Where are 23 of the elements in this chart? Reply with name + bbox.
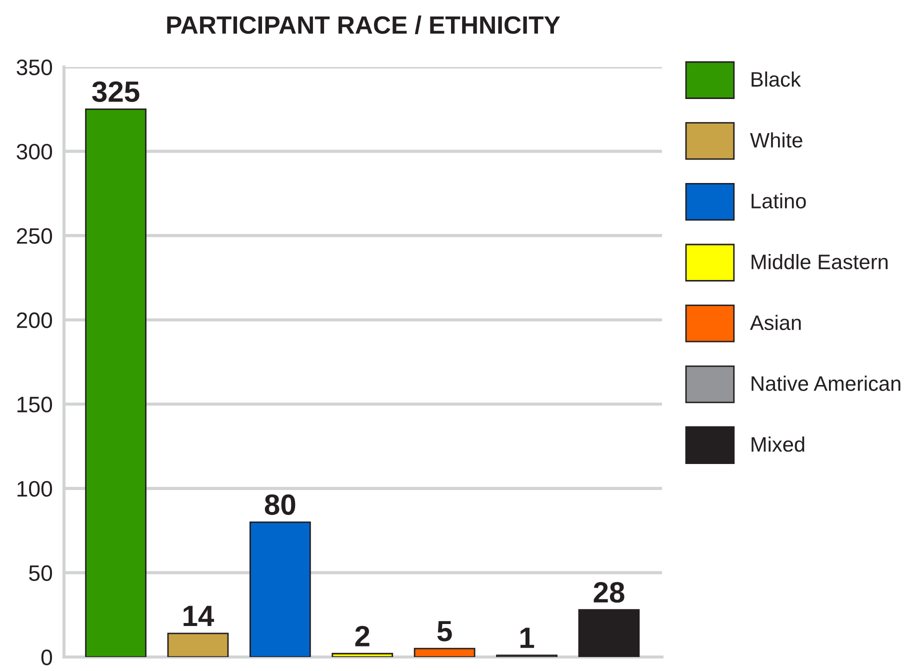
data-label: 2 [355,626,370,646]
chart-title: PARTICIPANT RACE / ETHNICITY [167,16,560,34]
y-tick-label: 50 [29,565,52,581]
y-tick-label: 100 [18,480,52,497]
data-label: 28 [594,582,624,603]
legend-label: Black [752,71,801,87]
y-tick-label: 200 [16,312,52,328]
legend-label: Native American [752,376,900,391]
data-label: 325 [92,81,140,102]
legend-label: White [750,132,802,148]
y-tick-label: 250 [16,228,52,244]
legend-label: Mixed [752,436,804,452]
data-label: 1 [520,628,534,648]
legend-label: Middle Eastern [752,254,888,270]
y-tick-label: 0 [41,650,52,666]
y-tick-label: 150 [18,396,52,412]
data-label: 80 [264,494,296,515]
data-label: 14 [184,606,214,626]
legend-label: Latino [752,193,806,208]
data-label: 5 [437,621,452,642]
y-tick-label: 300 [16,144,52,160]
legend-label: Asian [750,314,801,330]
y-tick-label: 350 [16,60,52,76]
